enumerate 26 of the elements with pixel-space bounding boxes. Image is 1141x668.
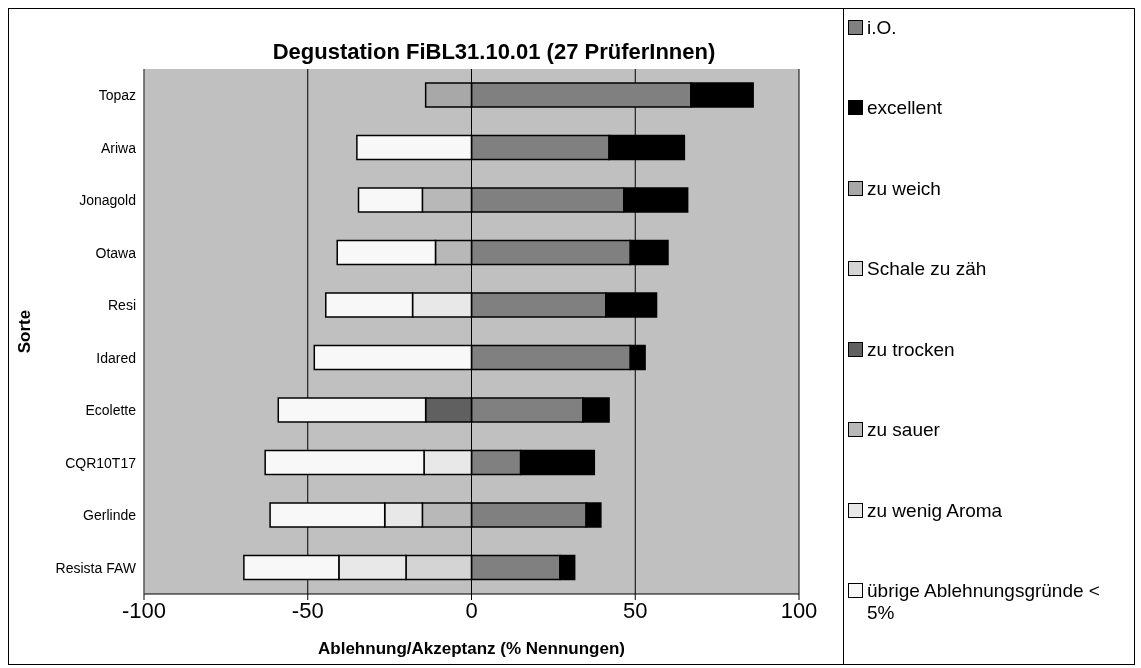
x-tick-label: -100 [121,597,167,623]
x-tick-label: 0 [465,597,478,623]
y-tick-label: Gerlinde [83,507,137,524]
legend-label: Schale zu zäh [867,258,987,281]
y-tick-label: Otawa [95,244,137,261]
y-tick-label: Jonagold [79,192,136,209]
y-tick-label: Ecolette [85,402,137,419]
x-axis-title: Ablehnung/Akzeptanz (% Nennungen) [318,639,625,658]
legend-label: zu weich [867,177,941,200]
legend-label: zu wenig Aroma [867,499,1003,522]
y-axis-title: Sorte [15,309,35,354]
y-tick-label: Resi [107,297,136,314]
legend-label: excellent [867,97,942,120]
legend-label: übrige Ablehnungsgründe < 5% [867,579,1101,624]
chart-title: Degustation FiBL31.10.01 (27 PrüferInnen) [271,39,717,65]
y-tick-label: CQR10T17 [65,454,137,471]
x-tick-label: -50 [291,597,324,623]
y-tick-label: Idared [96,349,136,366]
x-tick-label: 50 [623,597,648,623]
y-tick-label: Resista FAW [55,559,137,576]
y-tick-label: Ariwa [100,139,137,156]
legend-label: zu trocken [867,338,955,361]
legend-label: zu sauer [867,419,940,442]
legend-label: i.O. [867,17,897,39]
y-tick-label: Topaz [98,87,136,104]
x-tick-label: 100 [780,597,818,623]
